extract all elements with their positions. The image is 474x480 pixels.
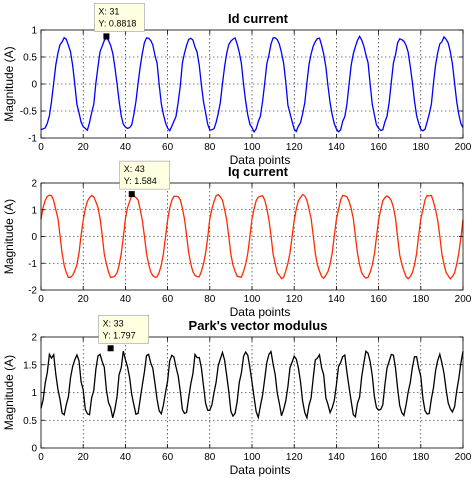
data-tip-y: Y: 1.797 [103, 330, 136, 340]
y-tick-label: 1 [31, 388, 37, 399]
x-tick-label: 140 [328, 294, 345, 305]
y-axis-label: Magnitude (A) [2, 355, 16, 430]
data-tip-x: X: 31 [98, 6, 119, 16]
x-tick-label: 120 [286, 142, 303, 153]
x-tick-label: 0 [38, 142, 44, 153]
y-tick-label: -1 [28, 259, 37, 270]
x-tick-label: 140 [328, 452, 345, 463]
chart-title: Id current [228, 11, 289, 26]
x-tick-label: 40 [120, 142, 132, 153]
data-tip[interactable]: X: 43 Y: 1.584 [119, 160, 171, 198]
x-tick-label: 160 [370, 142, 387, 153]
x-tick-label: 0 [38, 294, 44, 305]
data-tip-x: X: 33 [103, 318, 124, 328]
x-tick-label: 200 [455, 452, 472, 463]
y-tick-label: 0.5 [23, 416, 37, 427]
x-tick-label: 60 [162, 294, 174, 305]
x-tick-label: 60 [162, 142, 174, 153]
y-tick-label: 0.5 [23, 53, 37, 64]
y-tick-label: 2 [31, 333, 37, 344]
x-tick-label: 180 [412, 452, 429, 463]
data-tip-y: Y: 1.584 [124, 176, 157, 186]
data-tip[interactable]: X: 31 Y: 0.8818 [94, 3, 145, 40]
y-tick-label: 2 [31, 179, 37, 190]
x-tick-label: 140 [328, 142, 345, 153]
data-tip-box [98, 314, 149, 344]
x-tick-label: 180 [412, 294, 429, 305]
data-tip-box [119, 160, 171, 190]
y-tick-label: 1.5 [23, 360, 37, 371]
y-tick-label: 1 [31, 205, 37, 216]
x-tick-label: 160 [370, 452, 387, 463]
x-tick-label: 20 [78, 142, 90, 153]
series-line [40, 349, 464, 421]
chart-title: Iq current [228, 164, 289, 179]
x-axis-label: Data points [230, 305, 291, 319]
y-tick-label: -1 [28, 134, 37, 145]
x-tick-label: 0 [38, 452, 44, 463]
x-tick-label: 100 [244, 294, 261, 305]
data-tip-box [94, 3, 145, 32]
y-tick-label: -2 [28, 286, 37, 297]
data-tip-marker [128, 191, 135, 198]
x-tick-label: 160 [370, 294, 387, 305]
x-tick-label: 120 [286, 452, 303, 463]
chart-3: 0 20 40 60 80 100 120 140 160 180 200 0 0.5 1 1.5 2 Park… [2, 314, 472, 477]
x-tick-label: 120 [286, 294, 303, 305]
x-tick-label: 200 [455, 294, 472, 305]
x-axis-label: Data points [230, 153, 291, 167]
x-tick-label: 80 [204, 452, 216, 463]
y-tick-label: 0 [31, 444, 37, 455]
x-tick-label: 60 [162, 452, 174, 463]
series-line [40, 193, 464, 280]
chart-2: 0 20 40 60 80 100 120 140 160 180 200 -2 -1 0 1 2 Iq cur… [2, 160, 472, 319]
y-axis-label: Magnitude (A) [2, 199, 16, 274]
chart-title: Park's vector modulus [189, 318, 328, 333]
x-tick-label: 100 [244, 452, 261, 463]
data-tip-y: Y: 0.8818 [98, 18, 136, 28]
x-tick-label: 200 [455, 142, 472, 153]
x-tick-label: 80 [204, 294, 216, 305]
data-tip[interactable]: X: 33 Y: 1.797 [98, 314, 149, 352]
x-tick-label: 80 [204, 142, 216, 153]
x-tick-label: 20 [78, 294, 90, 305]
x-tick-label: 20 [78, 452, 90, 463]
y-axis-label: Magnitude (A) [2, 46, 16, 121]
y-tick-label: 0 [31, 80, 37, 91]
x-tick-label: 100 [244, 142, 261, 153]
data-tip-marker [107, 345, 114, 352]
data-tip-x: X: 43 [124, 164, 145, 174]
data-tip-marker [103, 33, 110, 40]
y-tick-label: 0 [31, 232, 37, 243]
x-tick-label: 180 [412, 142, 429, 153]
series-line [40, 34, 464, 134]
y-tick-label: -0.5 [20, 107, 38, 118]
x-tick-label: 40 [120, 452, 132, 463]
x-axis-label: Data points [230, 463, 291, 477]
chart-1: 0 20 40 60 80 100 120 140 160 180 200 -1 -0.5 0 0.5 1 Id… [2, 3, 472, 167]
y-tick-label: 1 [31, 26, 37, 37]
x-tick-label: 40 [120, 294, 132, 305]
